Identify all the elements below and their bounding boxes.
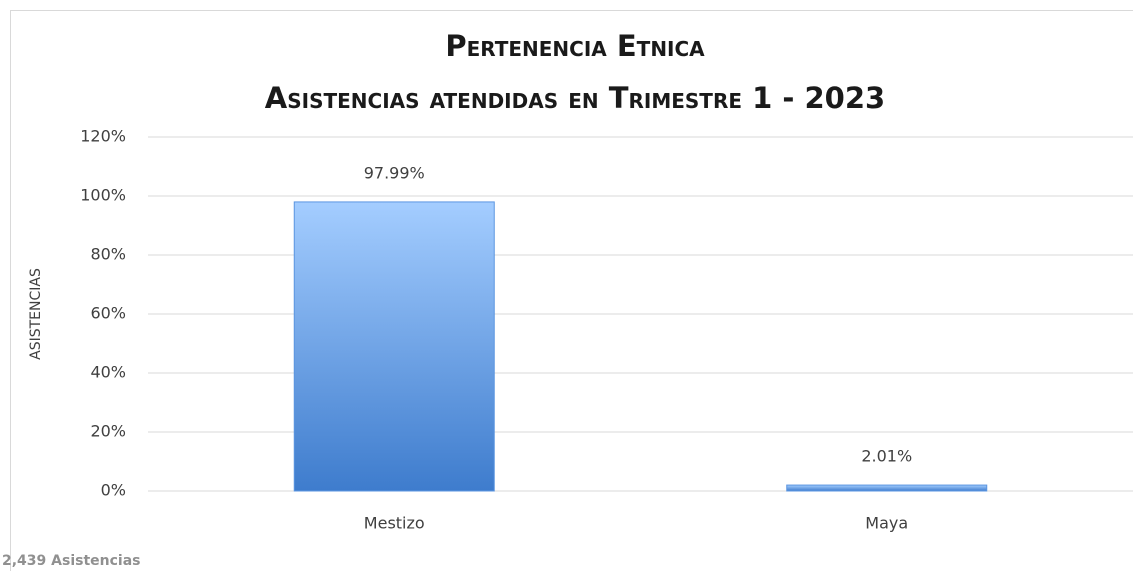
x-tick-label: Mestizo	[364, 514, 425, 533]
y-tick-label: 80%	[90, 245, 126, 264]
y-axis-label: ASISTENCIAS	[28, 268, 44, 360]
bar	[786, 484, 988, 492]
y-tick-label: 60%	[90, 304, 126, 323]
y-tick-label: 100%	[80, 186, 126, 205]
bar	[293, 201, 495, 492]
chart-title: Pertenencia Etnica	[445, 29, 705, 63]
data-label: 97.99%	[364, 163, 425, 182]
footnote: 2,439 Asistencias	[2, 553, 141, 569]
y-tick-label: 120%	[80, 127, 126, 146]
chart-border	[10, 10, 1133, 571]
y-tick-label: 20%	[90, 422, 126, 441]
y-tick-label: 0%	[101, 481, 126, 500]
data-label: 2.01%	[861, 447, 912, 466]
x-tick-label: Maya	[865, 514, 908, 533]
chart-subtitle: Asistencias atendidas en Trimestre 1 - 2…	[265, 81, 885, 115]
y-tick-label: 40%	[90, 363, 126, 382]
